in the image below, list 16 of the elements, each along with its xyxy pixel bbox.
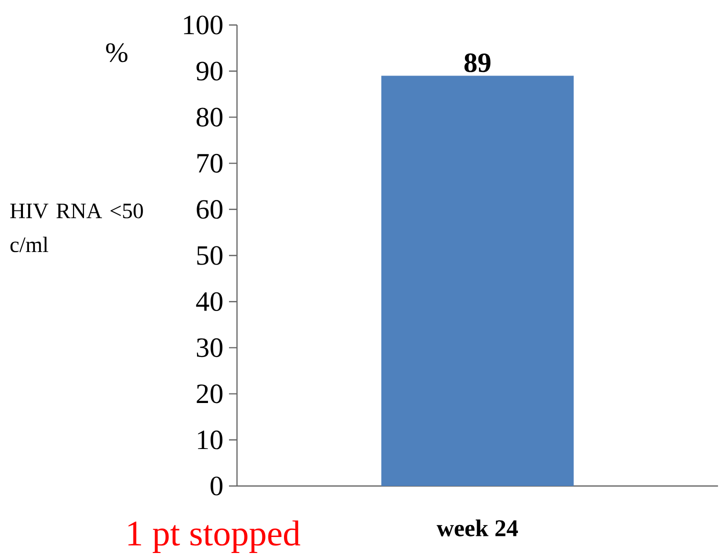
y-tick-label: 30 xyxy=(196,338,222,358)
y-tick-label: 70 xyxy=(197,154,222,173)
y-tick-label: 0 xyxy=(210,476,222,496)
y-tick-label: 60 xyxy=(196,200,222,219)
y-tick-label: 10 xyxy=(198,430,222,450)
text: % xyxy=(106,43,128,62)
y-tick-label: 100 xyxy=(184,16,222,34)
y-tick-label: 90 xyxy=(196,62,222,80)
data-label: 89 xyxy=(464,53,490,72)
text: 1 pt stopped xyxy=(128,520,300,553)
y-tick-label: 40 xyxy=(196,292,222,312)
y-axis-title: HIV RNA <50 c/ml xyxy=(10,204,143,252)
y-tick-label: 20 xyxy=(196,384,222,404)
x-tick-label: week 24 xyxy=(436,520,518,536)
y-tick-label: 50 xyxy=(197,246,222,265)
y-tick-label: 80 xyxy=(196,108,222,127)
